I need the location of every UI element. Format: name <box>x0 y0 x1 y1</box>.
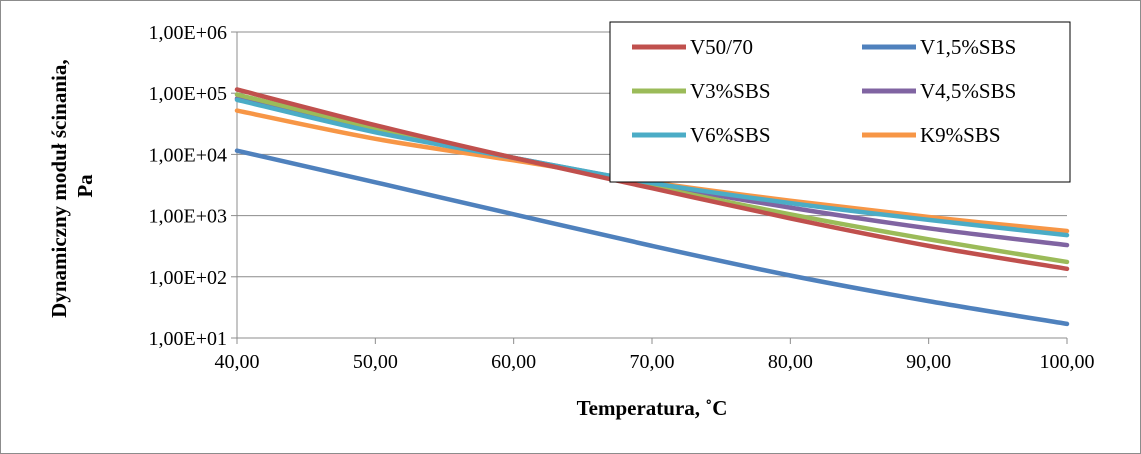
y-tick-label: 1,00E+01 <box>149 328 228 350</box>
series-line-v1-5-sbs <box>234 148 1070 327</box>
x-tick-label: 60,00 <box>491 351 536 373</box>
x-tick-label: 90,00 <box>906 351 951 373</box>
x-tick-label: 70,00 <box>630 351 675 373</box>
series-line-v50-70 <box>234 87 1070 272</box>
series-layer <box>234 87 1070 327</box>
y-axis-title-line-2: Pa <box>73 174 97 198</box>
y-axis-title: Dynamiczny moduł ścinania, Pa <box>47 54 97 318</box>
legend: V50/70 V1,5%SBS V3%SBS V4,5%SBS V6%SBS K9%SBS <box>609 21 1071 183</box>
legend-label-v3-sbs: V3%SBS <box>690 79 771 103</box>
legend-box <box>609 21 1071 183</box>
y-tick-label: 1,00E+02 <box>149 267 228 289</box>
x-axis-title: Temperatura, ˚C <box>577 396 728 420</box>
legend-label-k9-sbs: K9%SBS <box>920 123 1001 147</box>
legend-label-v6-sbs: V6%SBS <box>690 123 771 147</box>
legend-label-v4-5-sbs: V4,5%SBS <box>920 79 1016 103</box>
tick-layer: 1,00E+01 1,00E+02 1,00E+03 1,00E+04 1,00E+05… <box>149 22 1095 373</box>
y-tick-label: 1,00E+05 <box>149 83 228 105</box>
series-line-v6-sbs <box>234 97 1070 238</box>
y-tick-label: 1,00E+03 <box>149 206 228 228</box>
x-tick-label: 40,00 <box>215 351 260 373</box>
y-tick-label: 1,00E+04 <box>149 144 228 166</box>
legend-label-v1-5-sbs: V1,5%SBS <box>920 35 1016 59</box>
y-tick-label: 1,00E+06 <box>149 22 228 44</box>
x-tick-label: 80,00 <box>768 351 813 373</box>
x-tick-label: 50,00 <box>353 351 398 373</box>
y-axis-title-line-1: Dynamiczny moduł ścinania, <box>47 59 71 317</box>
x-tick-label: 100,00 <box>1040 351 1095 373</box>
legend-label-v50-70: V50/70 <box>690 35 753 59</box>
